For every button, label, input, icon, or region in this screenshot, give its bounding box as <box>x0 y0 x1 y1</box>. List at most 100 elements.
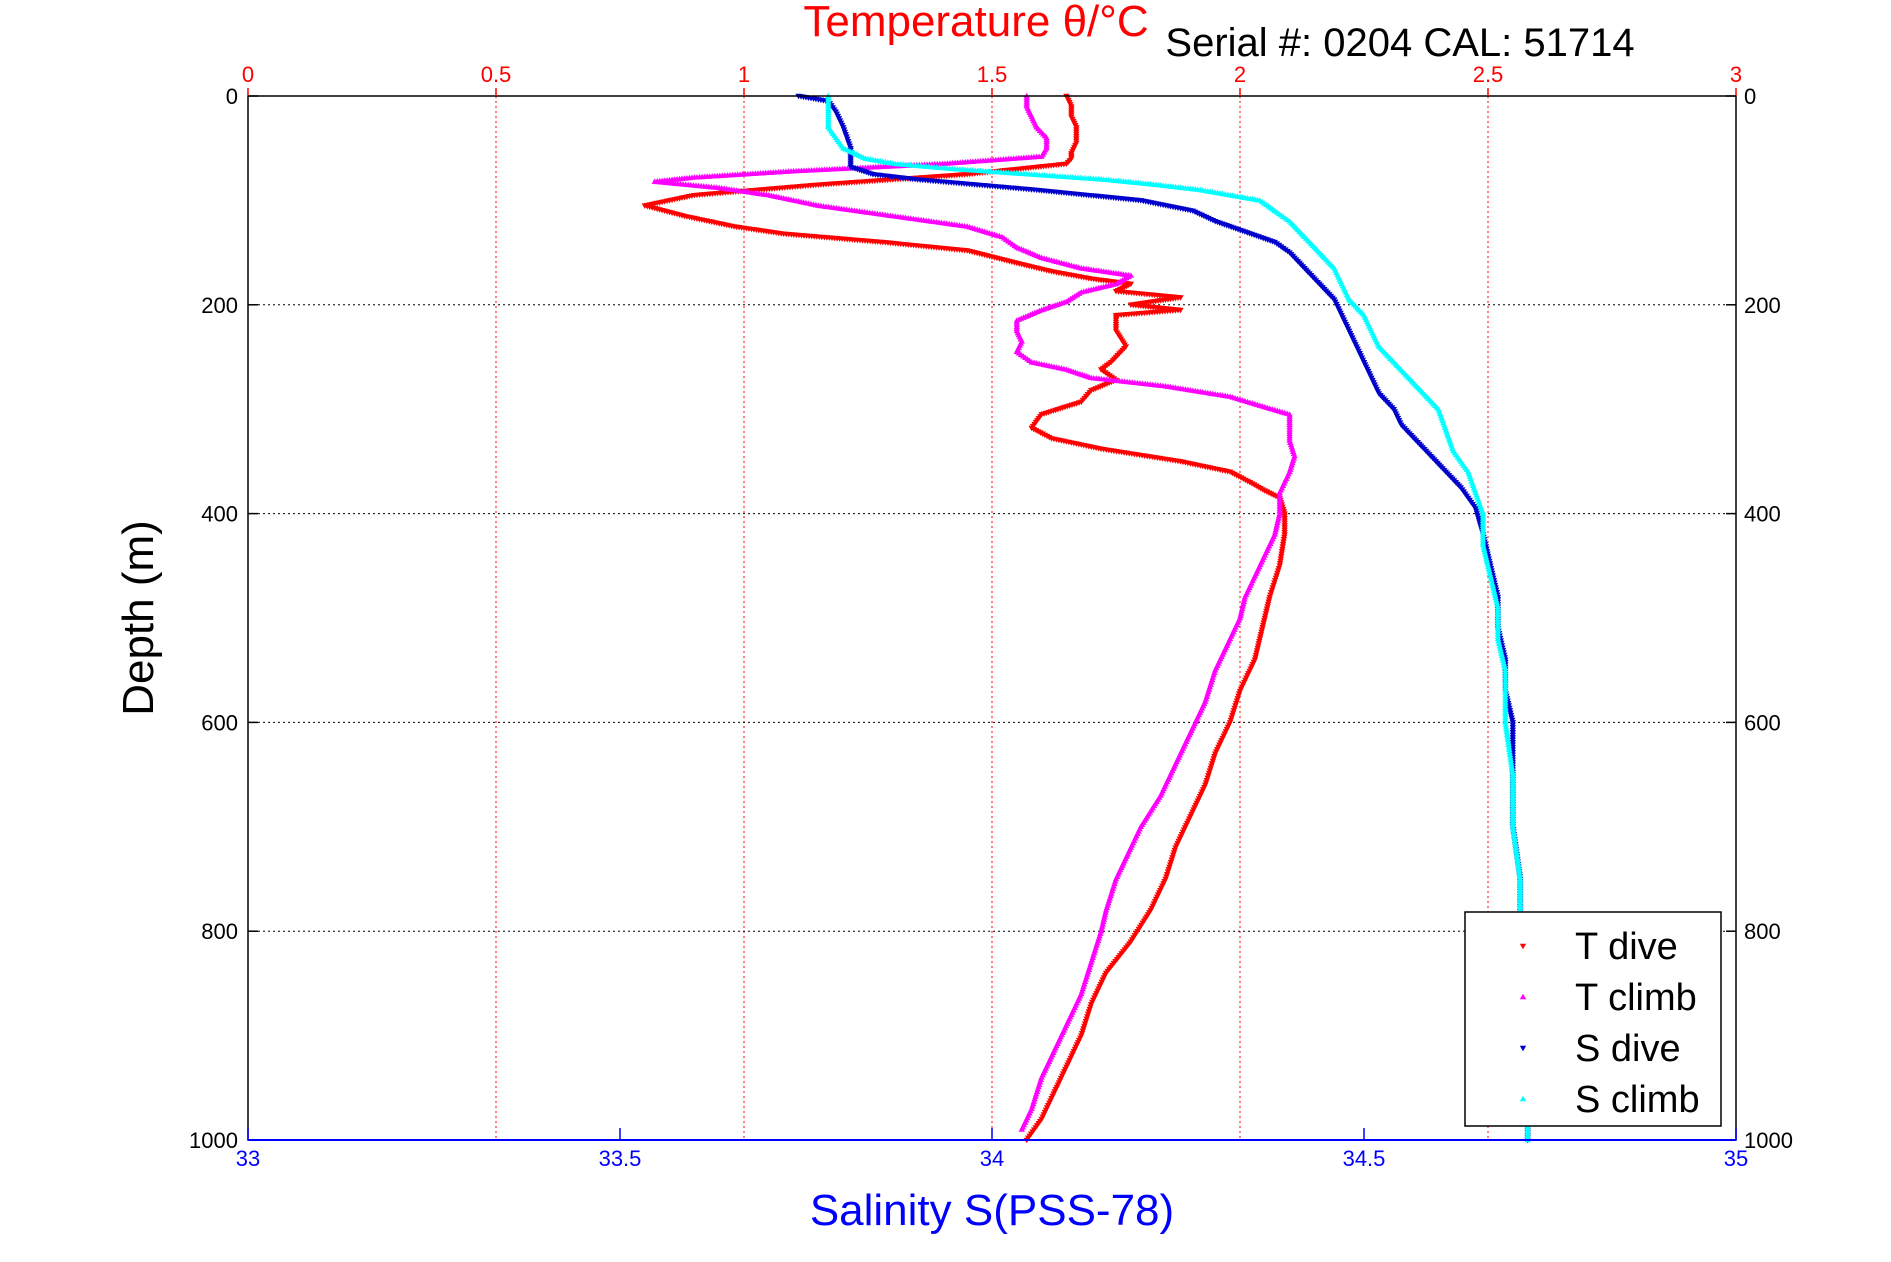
data-point <box>1499 657 1507 663</box>
data-point <box>1101 911 1109 918</box>
top-axis-tick-label: 1.5 <box>977 62 1008 87</box>
bottom-axis-title: Salinity S(PSS-78) <box>810 1186 1174 1235</box>
top-axis-tick-label: 2.5 <box>1473 62 1504 87</box>
data-point <box>1515 863 1522 869</box>
data-point <box>1274 519 1281 526</box>
y-axis-tick-label-left: 200 <box>201 293 238 318</box>
bottom-axis-tick-label: 34.5 <box>1343 1146 1386 1171</box>
data-point <box>1514 858 1521 864</box>
series-t-dive <box>641 93 1288 1144</box>
data-point <box>1508 763 1515 770</box>
data-point <box>1099 921 1106 927</box>
legend: T dive T climb S dive S climb <box>1464 911 1722 1127</box>
data-point <box>1519 1095 1527 1102</box>
data-point <box>1514 860 1522 867</box>
legend-label: S climb <box>1575 1079 1700 1121</box>
legend-marker <box>1519 1095 1527 1102</box>
data-point <box>1514 855 1521 862</box>
data-point <box>1507 758 1515 765</box>
data-point <box>1498 650 1505 656</box>
data-point <box>1512 843 1519 849</box>
data-point <box>1100 916 1108 922</box>
data-point <box>1497 647 1504 654</box>
data-point <box>1516 873 1524 879</box>
bottom-axis-tick-label: 34 <box>980 1146 1004 1171</box>
top-axis-title: Temperature θ/°C <box>803 0 1148 46</box>
data-point <box>1504 736 1512 743</box>
data-point <box>1485 565 1492 572</box>
data-point <box>1494 635 1502 642</box>
data-point <box>1515 868 1523 874</box>
data-point <box>1509 826 1517 832</box>
series-t-climb <box>651 92 1298 1132</box>
data-point <box>1486 568 1493 574</box>
data-point <box>1237 610 1245 616</box>
data-point <box>1497 645 1504 651</box>
data-point <box>1511 838 1519 844</box>
data-point <box>1519 993 1527 1000</box>
y-axis-tick-label-left: 600 <box>201 710 238 735</box>
data-point <box>1495 638 1502 644</box>
data-point <box>1511 833 1518 839</box>
data-point <box>1510 831 1518 837</box>
series-layer <box>641 92 1531 1144</box>
top-axis-tick-label: 0 <box>242 62 254 87</box>
y-axis-title: Depth (m) <box>114 520 163 716</box>
header-serial-cal: Serial #: 0204 CAL: 51714 <box>1165 21 1634 65</box>
data-point <box>1100 918 1107 925</box>
data-point <box>1480 544 1487 550</box>
data-point <box>1480 546 1488 552</box>
data-point <box>1502 724 1510 730</box>
data-point <box>1240 598 1248 604</box>
data-point <box>1272 526 1280 533</box>
bottom-axis-tick-label: 33 <box>236 1146 260 1171</box>
data-point <box>1241 596 1248 602</box>
data-point <box>1491 589 1498 596</box>
data-point <box>1482 551 1489 557</box>
data-point <box>1495 640 1503 646</box>
data-point <box>1490 587 1498 593</box>
y-axis-tick-label-left: 800 <box>201 919 238 944</box>
data-point <box>1501 664 1508 671</box>
data-point <box>1479 541 1487 548</box>
data-point <box>1502 719 1509 725</box>
data-point <box>1513 853 1521 859</box>
data-point <box>1512 845 1520 852</box>
data-point <box>1488 577 1495 584</box>
data-point <box>1505 744 1513 750</box>
y-axis-tick-label-right: 400 <box>1744 502 1781 527</box>
legend-label: T dive <box>1575 926 1678 968</box>
bottom-axis-tick-label: 35 <box>1724 1146 1748 1171</box>
data-point <box>1102 909 1109 915</box>
data-point <box>1513 848 1520 854</box>
data-point <box>1510 828 1517 835</box>
legend-marker <box>1519 1045 1527 1052</box>
data-point <box>1496 642 1503 649</box>
data-point <box>1487 573 1494 579</box>
data-point <box>1239 605 1246 611</box>
data-point <box>1483 558 1491 565</box>
data-point <box>1511 836 1518 842</box>
data-point <box>1515 865 1523 872</box>
data-point <box>1490 585 1497 591</box>
data-point <box>1509 768 1516 775</box>
data-point <box>1273 524 1280 530</box>
data-point <box>1507 756 1514 762</box>
data-point <box>1101 914 1108 920</box>
data-point <box>1509 823 1516 830</box>
top-axis-tick-label: 0.5 <box>481 62 512 87</box>
top-axis-tick-label: 1 <box>738 62 750 87</box>
data-point <box>1512 841 1519 847</box>
bottom-axis-tick-label: 33.5 <box>599 1146 642 1171</box>
y-axis-tick-label-right: 600 <box>1744 710 1781 735</box>
data-point <box>1272 528 1279 535</box>
legend-marker <box>1519 943 1527 950</box>
data-point <box>1502 721 1509 728</box>
data-point <box>1513 850 1520 857</box>
data-point <box>1503 729 1510 735</box>
data-point <box>1487 575 1495 581</box>
data-point <box>1099 923 1106 929</box>
data-point <box>1505 741 1512 748</box>
legend-label: T climb <box>1575 977 1697 1019</box>
data-point <box>1275 512 1283 519</box>
